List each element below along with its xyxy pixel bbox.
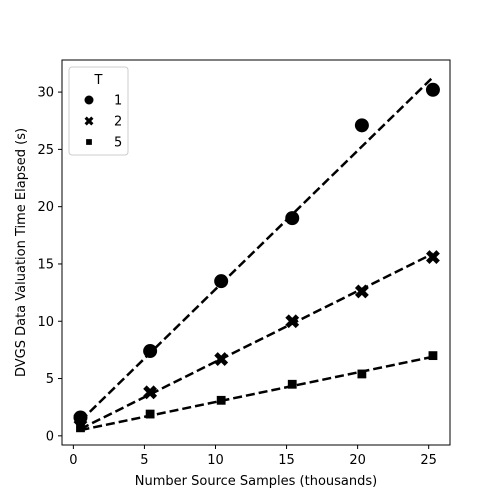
x-axis: 0 5 10 15 20 25 bbox=[69, 445, 437, 468]
y-tick-label: 5 bbox=[46, 372, 54, 387]
y-tick-label: 15 bbox=[37, 257, 54, 272]
legend-label-series-5: 5 bbox=[114, 136, 122, 151]
x-axis-label: Number Source Samples (thousands) bbox=[135, 474, 377, 489]
legend-label-series-2: 2 bbox=[114, 115, 122, 130]
data-point-series-5 bbox=[216, 395, 226, 405]
data-point-series-5 bbox=[357, 369, 367, 379]
y-tick-label: 25 bbox=[37, 143, 54, 158]
legend-label-series-1: 1 bbox=[114, 94, 122, 109]
data-point-series-2 bbox=[285, 314, 300, 329]
y-tick-label: 10 bbox=[37, 315, 54, 330]
data-point-series-1 bbox=[214, 274, 229, 289]
data-point-series-5 bbox=[428, 351, 438, 361]
data-point-series-1 bbox=[285, 211, 300, 226]
x-tick-label: 0 bbox=[69, 453, 77, 468]
data-point-series-5 bbox=[287, 379, 297, 389]
x-tick-label: 15 bbox=[278, 453, 295, 468]
x-tick-label: 25 bbox=[420, 453, 437, 468]
legend-title: T bbox=[94, 73, 103, 88]
data-point-series-1 bbox=[354, 118, 369, 133]
plot-frame bbox=[61, 59, 451, 446]
data-point-series-1 bbox=[425, 82, 440, 97]
fit-line-series-2 bbox=[79, 252, 434, 431]
legend: T 1 2 5 bbox=[68, 66, 129, 156]
x-tick-label: 20 bbox=[349, 453, 366, 468]
y-tick-label: 30 bbox=[37, 86, 54, 101]
data-point-series-5 bbox=[145, 409, 155, 419]
legend-marker-series-2 bbox=[84, 116, 94, 126]
data-point-series-2 bbox=[354, 284, 369, 299]
x-tick-label: 10 bbox=[207, 453, 224, 468]
legend-marker-series-1 bbox=[84, 95, 94, 105]
y-tick-label: 0 bbox=[46, 429, 54, 444]
fit-line-series-5 bbox=[80, 355, 434, 432]
legend-marker-series-5 bbox=[86, 139, 92, 145]
data-point-series-2 bbox=[73, 411, 88, 426]
y-axis-label: DVGS Data Valuation Time Elapsed (s) bbox=[14, 128, 29, 377]
y-tick-label: 20 bbox=[37, 200, 54, 215]
data-point-series-1 bbox=[143, 344, 158, 359]
plot-area bbox=[73, 76, 440, 433]
data-point-series-5 bbox=[76, 423, 85, 433]
y-axis: 0 5 10 15 20 25 30 bbox=[37, 86, 62, 444]
fit-line-series-1 bbox=[79, 76, 434, 422]
data-point-series-2 bbox=[143, 385, 158, 400]
legend-box bbox=[68, 66, 129, 156]
data-point-series-2 bbox=[214, 352, 229, 366]
x-tick-label: 5 bbox=[140, 453, 148, 468]
data-point-series-2 bbox=[426, 250, 440, 265]
